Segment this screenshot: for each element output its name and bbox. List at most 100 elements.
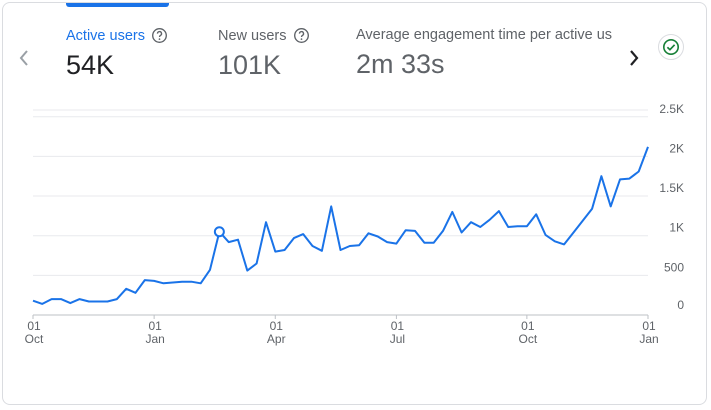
data-point <box>393 241 399 247</box>
data-point <box>384 239 390 245</box>
help-icon[interactable] <box>151 27 168 44</box>
metric-label: Average engagement time per active us <box>356 27 613 43</box>
y-tick-label: 1K <box>669 221 684 235</box>
metric-value: 2m 33s <box>356 49 445 79</box>
data-point <box>533 211 539 217</box>
y-tick-label: 1.5K <box>659 181 684 195</box>
check-circle-icon <box>662 38 680 56</box>
data-point <box>477 224 483 230</box>
metric-value: 54K <box>66 50 115 80</box>
x-tick-day-label: 01 <box>148 319 162 333</box>
x-tick-day-label: 01 <box>391 319 405 333</box>
data-point <box>543 232 549 238</box>
data-point <box>496 208 502 214</box>
data-point <box>244 268 250 274</box>
metrics-card: Active users 54K New users 101K <box>2 2 707 405</box>
y-tick-label: 0 <box>677 298 684 312</box>
next-metrics-button[interactable] <box>623 45 645 71</box>
data-point <box>487 217 493 223</box>
y-tick-label: 2.5K <box>659 102 684 116</box>
x-tick-month-label: Oct <box>25 332 44 346</box>
data-point <box>589 206 595 212</box>
status-badge[interactable] <box>658 34 684 60</box>
data-point <box>151 278 157 284</box>
data-point <box>570 230 576 236</box>
data-point <box>300 231 306 237</box>
data-point <box>198 280 204 286</box>
data-point <box>328 203 334 209</box>
x-tick-day-label: 01 <box>270 319 284 333</box>
data-point <box>49 296 55 302</box>
data-point <box>347 243 353 249</box>
x-tick-month-label: Jan <box>145 332 164 346</box>
data-point <box>431 240 437 246</box>
data-point <box>515 223 521 229</box>
data-point <box>226 239 232 245</box>
series-line-active-users <box>32 146 649 305</box>
data-point <box>319 248 325 254</box>
data-point <box>440 228 446 234</box>
data-point <box>39 301 45 307</box>
data-point <box>114 296 120 302</box>
metric-label: Active users <box>66 27 145 44</box>
chevron-right-icon <box>630 50 639 66</box>
y-tick-label: 500 <box>664 260 684 274</box>
x-tick-day-label: 01 <box>642 319 656 333</box>
data-point <box>272 249 278 255</box>
metric-tab-active-users[interactable]: Active users 54K <box>66 27 168 81</box>
data-point <box>449 209 455 215</box>
data-point <box>207 267 213 273</box>
x-tick-month-label: Apr <box>267 332 286 346</box>
data-point <box>95 299 101 305</box>
data-point <box>170 279 176 285</box>
data-point <box>291 235 297 241</box>
previous-metrics-button[interactable] <box>13 45 35 71</box>
data-point <box>67 300 73 306</box>
data-point <box>356 242 362 248</box>
data-point <box>86 299 92 305</box>
data-point <box>580 218 586 224</box>
data-point <box>188 279 194 285</box>
data-point <box>598 173 604 179</box>
data-point <box>310 243 316 249</box>
data-point <box>421 240 427 246</box>
x-tick-month-label: Oct <box>519 332 538 346</box>
data-point <box>403 227 409 233</box>
data-point <box>468 219 474 225</box>
data-point <box>617 176 623 182</box>
data-point <box>123 286 129 292</box>
data-point <box>459 230 465 236</box>
y-tick-label: 2K <box>669 141 684 155</box>
metric-label: New users <box>218 27 287 44</box>
data-point <box>179 279 185 285</box>
highlighted-data-point <box>213 226 225 238</box>
data-point <box>338 247 344 253</box>
data-point <box>58 296 64 302</box>
data-point <box>412 228 418 234</box>
data-point <box>254 260 260 266</box>
data-point <box>282 247 288 253</box>
data-point <box>263 219 269 225</box>
data-point <box>30 298 36 304</box>
active-tab-indicator <box>66 3 169 7</box>
data-point <box>375 234 381 240</box>
data-point <box>626 176 632 182</box>
metric-tab-average-engagement-time[interactable]: Average engagement time per active us 2m… <box>356 27 616 80</box>
data-point <box>133 290 139 296</box>
help-icon[interactable] <box>293 27 310 44</box>
data-point <box>105 299 111 305</box>
data-point <box>505 224 511 230</box>
data-point <box>645 144 651 150</box>
data-point <box>77 296 83 302</box>
data-point <box>365 230 371 236</box>
x-tick-day-label: 01 <box>27 319 41 333</box>
data-point <box>524 223 530 229</box>
data-point <box>142 277 148 283</box>
data-point <box>561 241 567 247</box>
x-tick-day-label: 01 <box>521 319 535 333</box>
data-point <box>552 238 558 244</box>
x-tick-month-label: Jul <box>390 332 405 346</box>
metric-tab-new-users[interactable]: New users 101K <box>218 27 310 81</box>
data-point <box>160 280 166 286</box>
